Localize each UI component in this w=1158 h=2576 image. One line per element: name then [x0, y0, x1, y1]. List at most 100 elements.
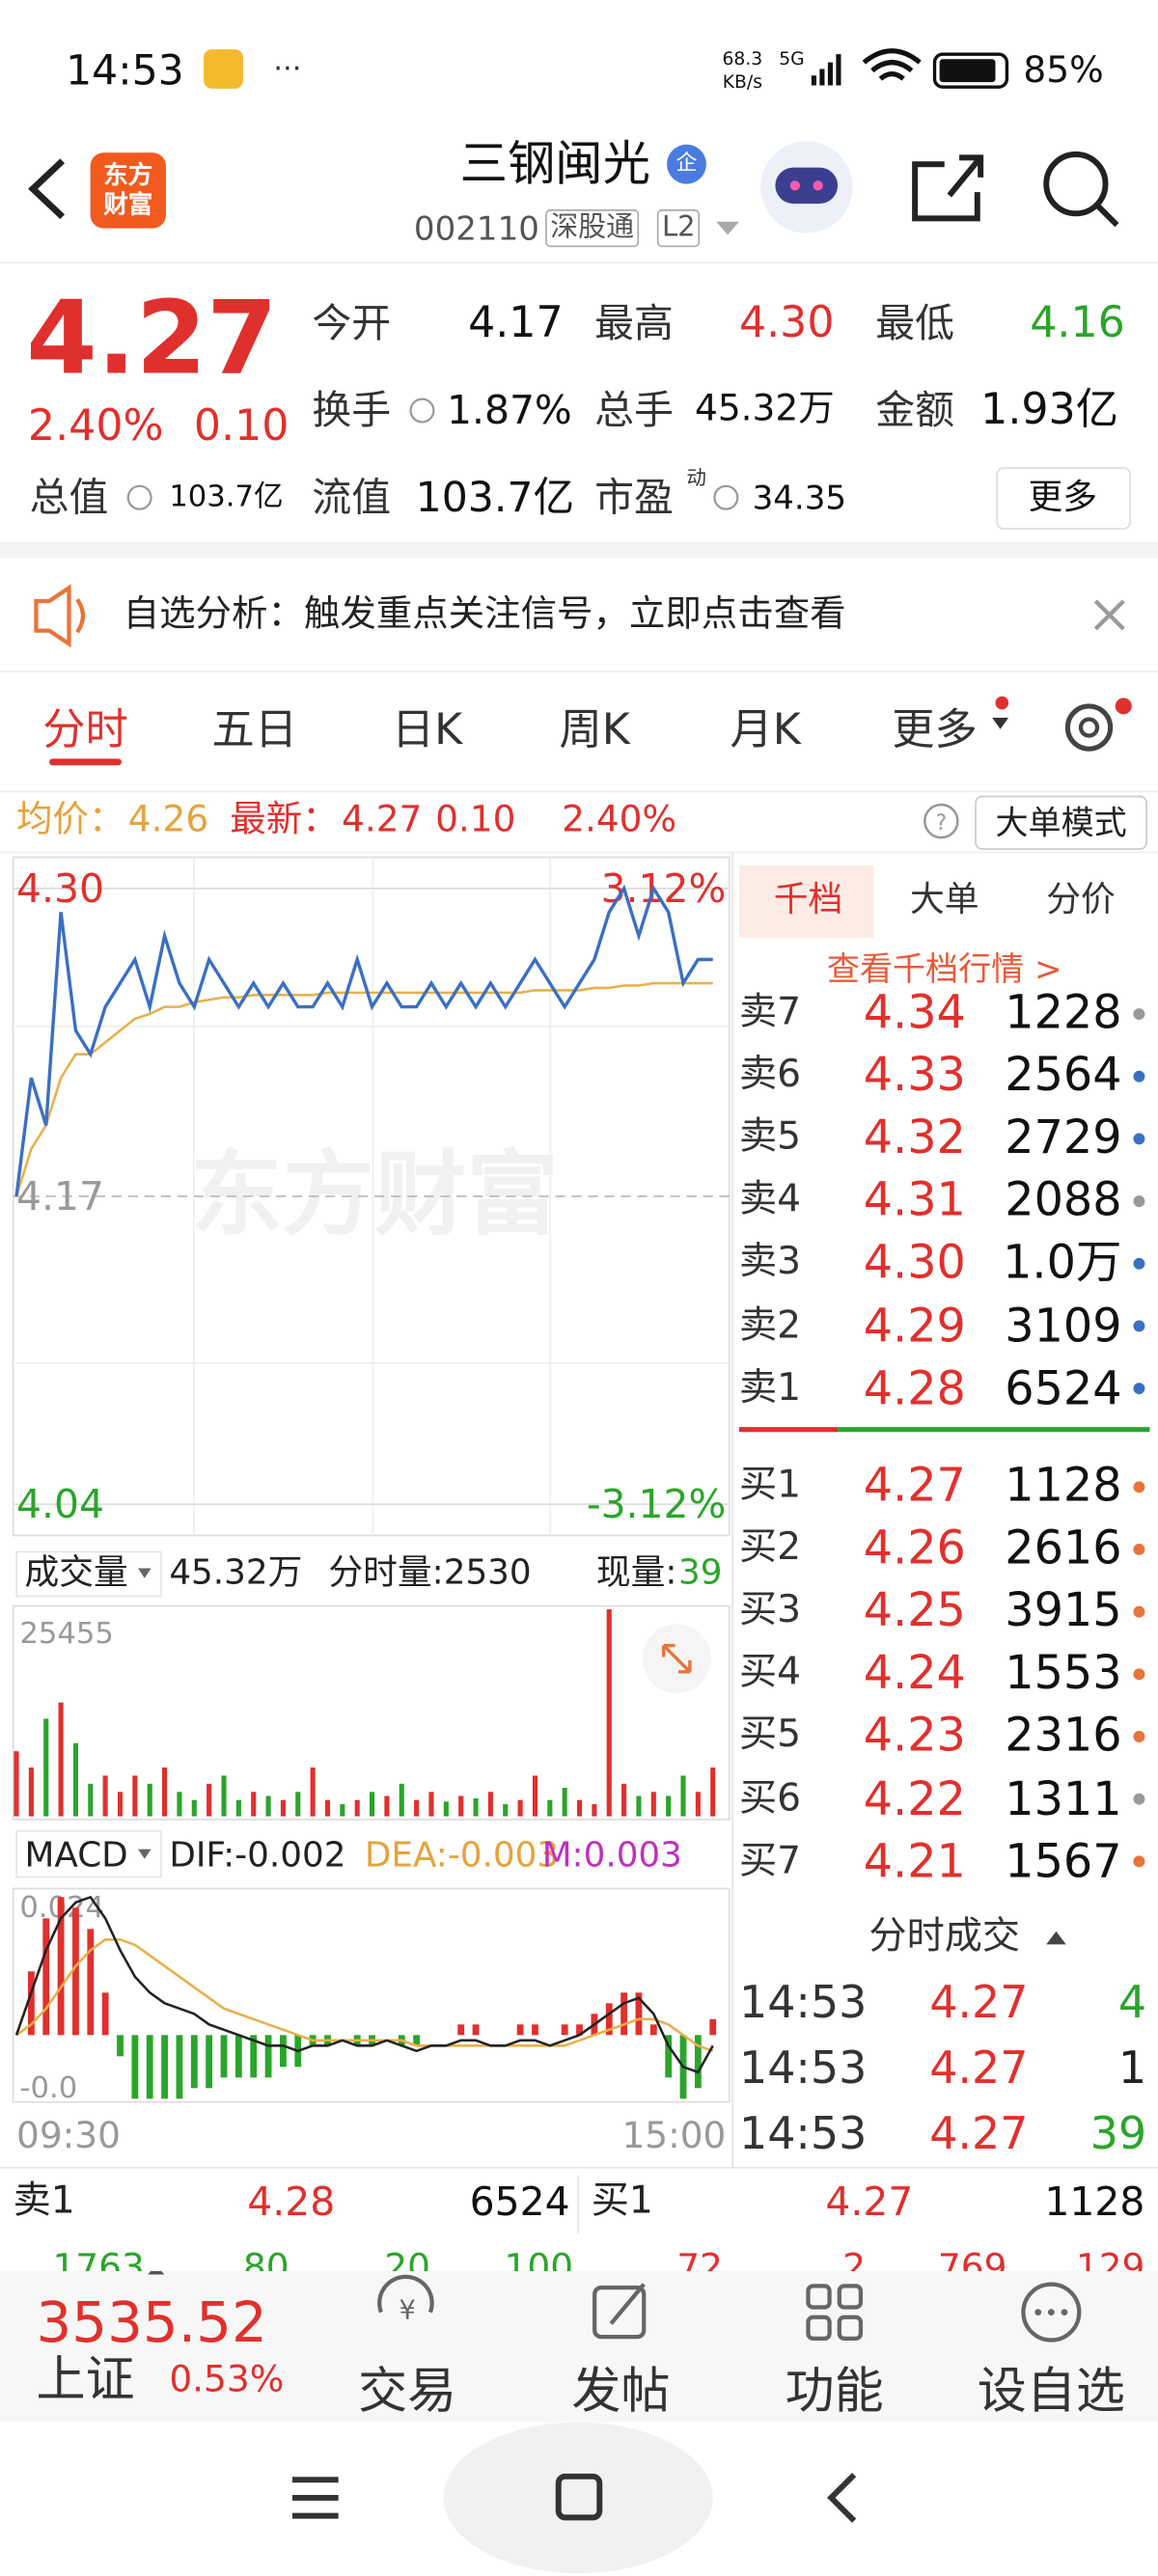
book-link[interactable]: 查看千档行情 > — [826, 948, 1062, 989]
close-icon[interactable] — [1093, 599, 1125, 631]
help-icon[interactable] — [924, 803, 959, 839]
book-volume: 1567 — [1005, 1833, 1122, 1888]
field-label: 流值 — [312, 474, 392, 521]
y-tick-label: 4.30 — [16, 865, 104, 912]
book-label: 买5 — [738, 1713, 802, 1758]
volume-total: 45.32万 — [169, 1552, 303, 1593]
volume-bar — [177, 1792, 182, 1817]
search-icon[interactable] — [1043, 151, 1109, 217]
more-button[interactable] — [996, 467, 1131, 530]
macd-bar — [161, 2035, 168, 2099]
field-label: 总手 — [594, 387, 674, 434]
more-dots: ··· — [273, 52, 301, 86]
book-dot — [1133, 1543, 1145, 1555]
tab[interactable]: 日K — [391, 705, 463, 755]
robot-face — [775, 167, 839, 205]
tab[interactable]: 五日 — [211, 705, 298, 755]
macd-bar — [709, 2018, 717, 2036]
change-pct: 2.40% — [27, 402, 164, 452]
book-tab[interactable]: 大单 — [909, 879, 979, 919]
macd-bar — [457, 2024, 465, 2036]
macd-selector[interactable] — [15, 1830, 162, 1878]
book-volume: 2729 — [1005, 1110, 1122, 1165]
mode-button[interactable] — [975, 795, 1147, 850]
macd-bar — [57, 1897, 65, 2036]
book-dot — [1133, 1007, 1145, 1020]
field-value: 4.17 — [468, 298, 564, 348]
volume-bar — [592, 1803, 597, 1817]
field-value: 103.7亿 — [415, 474, 575, 522]
dropdown-icon[interactable] — [716, 221, 739, 235]
menu-button[interactable] — [291, 2477, 339, 2519]
notice-text[interactable]: 自选分析：触发重点关注信号，立即点击查看 — [123, 594, 846, 636]
price-line — [14, 884, 713, 1197]
status-time: 14:53 — [66, 46, 184, 95]
function-icon[interactable] — [806, 2284, 832, 2310]
back-button[interactable] — [827, 2473, 857, 2523]
volume-bar — [295, 1792, 301, 1817]
back-icon[interactable] — [28, 158, 66, 220]
volume-bar — [636, 1795, 642, 1817]
trade-time: 14:53 — [738, 2043, 868, 2096]
book-tab[interactable]: 分价 — [1046, 879, 1116, 919]
tab[interactable]: 月K — [730, 705, 801, 755]
nav-item[interactable]: 发帖 — [571, 2363, 671, 2421]
watch-icon[interactable] — [1021, 2282, 1082, 2343]
book-price: 4.27 — [863, 1458, 966, 1513]
trade-volume: 4 — [1117, 1978, 1147, 2029]
book-price: 4.21 — [863, 1833, 966, 1888]
book-dot — [1133, 1320, 1145, 1332]
avg-line — [14, 981, 713, 1197]
volume-bar — [547, 1799, 553, 1817]
book-label: 买6 — [738, 1776, 802, 1820]
volume-bar — [695, 1792, 701, 1817]
macd-bar — [665, 2035, 673, 2078]
book-label: 买7 — [738, 1839, 802, 1882]
book-label: 卖6 — [738, 1054, 802, 1097]
trade-icon[interactable] — [377, 2274, 434, 2314]
tag: L2 — [656, 209, 701, 248]
index-name[interactable]: 上证 — [36, 2351, 135, 2410]
macd-bar — [561, 2024, 568, 2036]
volume-bar — [414, 1799, 420, 1817]
book-volume: 2616 — [1005, 1521, 1122, 1576]
nav-item[interactable]: 功能 — [785, 2363, 884, 2421]
book-dot — [1133, 1132, 1145, 1144]
home-button[interactable] — [555, 2473, 603, 2521]
tab[interactable]: 分时 — [42, 705, 128, 755]
book-volume: 1.0万 — [1003, 1235, 1122, 1290]
x-tick-label: 15:00 — [621, 2114, 726, 2156]
volume-selector[interactable] — [15, 1550, 162, 1598]
stock-name: 三钢闽光 — [459, 135, 651, 192]
macd-bar — [27, 1971, 35, 2036]
nav-item[interactable]: 设自选 — [977, 2363, 1125, 2421]
l1-label: 买1 — [591, 2179, 653, 2223]
tag: 深股通 — [545, 209, 640, 248]
tab[interactable]: 周K — [559, 705, 630, 755]
volume-bar — [310, 1768, 316, 1817]
book-label: 卖3 — [738, 1241, 802, 1284]
battery: 85% — [1023, 50, 1104, 93]
volume-bar — [162, 1768, 168, 1817]
tab[interactable]: 更多 — [892, 705, 978, 755]
volume-bar — [221, 1775, 227, 1817]
nav-item[interactable]: 交易 — [358, 2363, 457, 2421]
field-label: 总值 — [29, 474, 109, 521]
macd-frame — [12, 1887, 731, 2103]
book-price: 4.34 — [863, 988, 966, 1040]
field-label: 换手 — [312, 387, 392, 434]
book-volume: 1228 — [1005, 988, 1122, 1040]
macd-bar — [87, 1929, 95, 2036]
book-tab[interactable]: 千档 — [773, 879, 843, 919]
latest-value: 4.27 — [342, 799, 423, 841]
mode-button-text[interactable]: 大单模式 — [995, 803, 1127, 843]
more-button-text[interactable]: 更多 — [1028, 477, 1098, 517]
share-icon[interactable] — [912, 154, 984, 222]
post-icon[interactable] — [593, 2285, 647, 2340]
settings-icon[interactable] — [1064, 703, 1114, 752]
book-split-ask — [738, 1427, 839, 1433]
dea-label: DEA:-0.003 — [364, 1835, 560, 1875]
